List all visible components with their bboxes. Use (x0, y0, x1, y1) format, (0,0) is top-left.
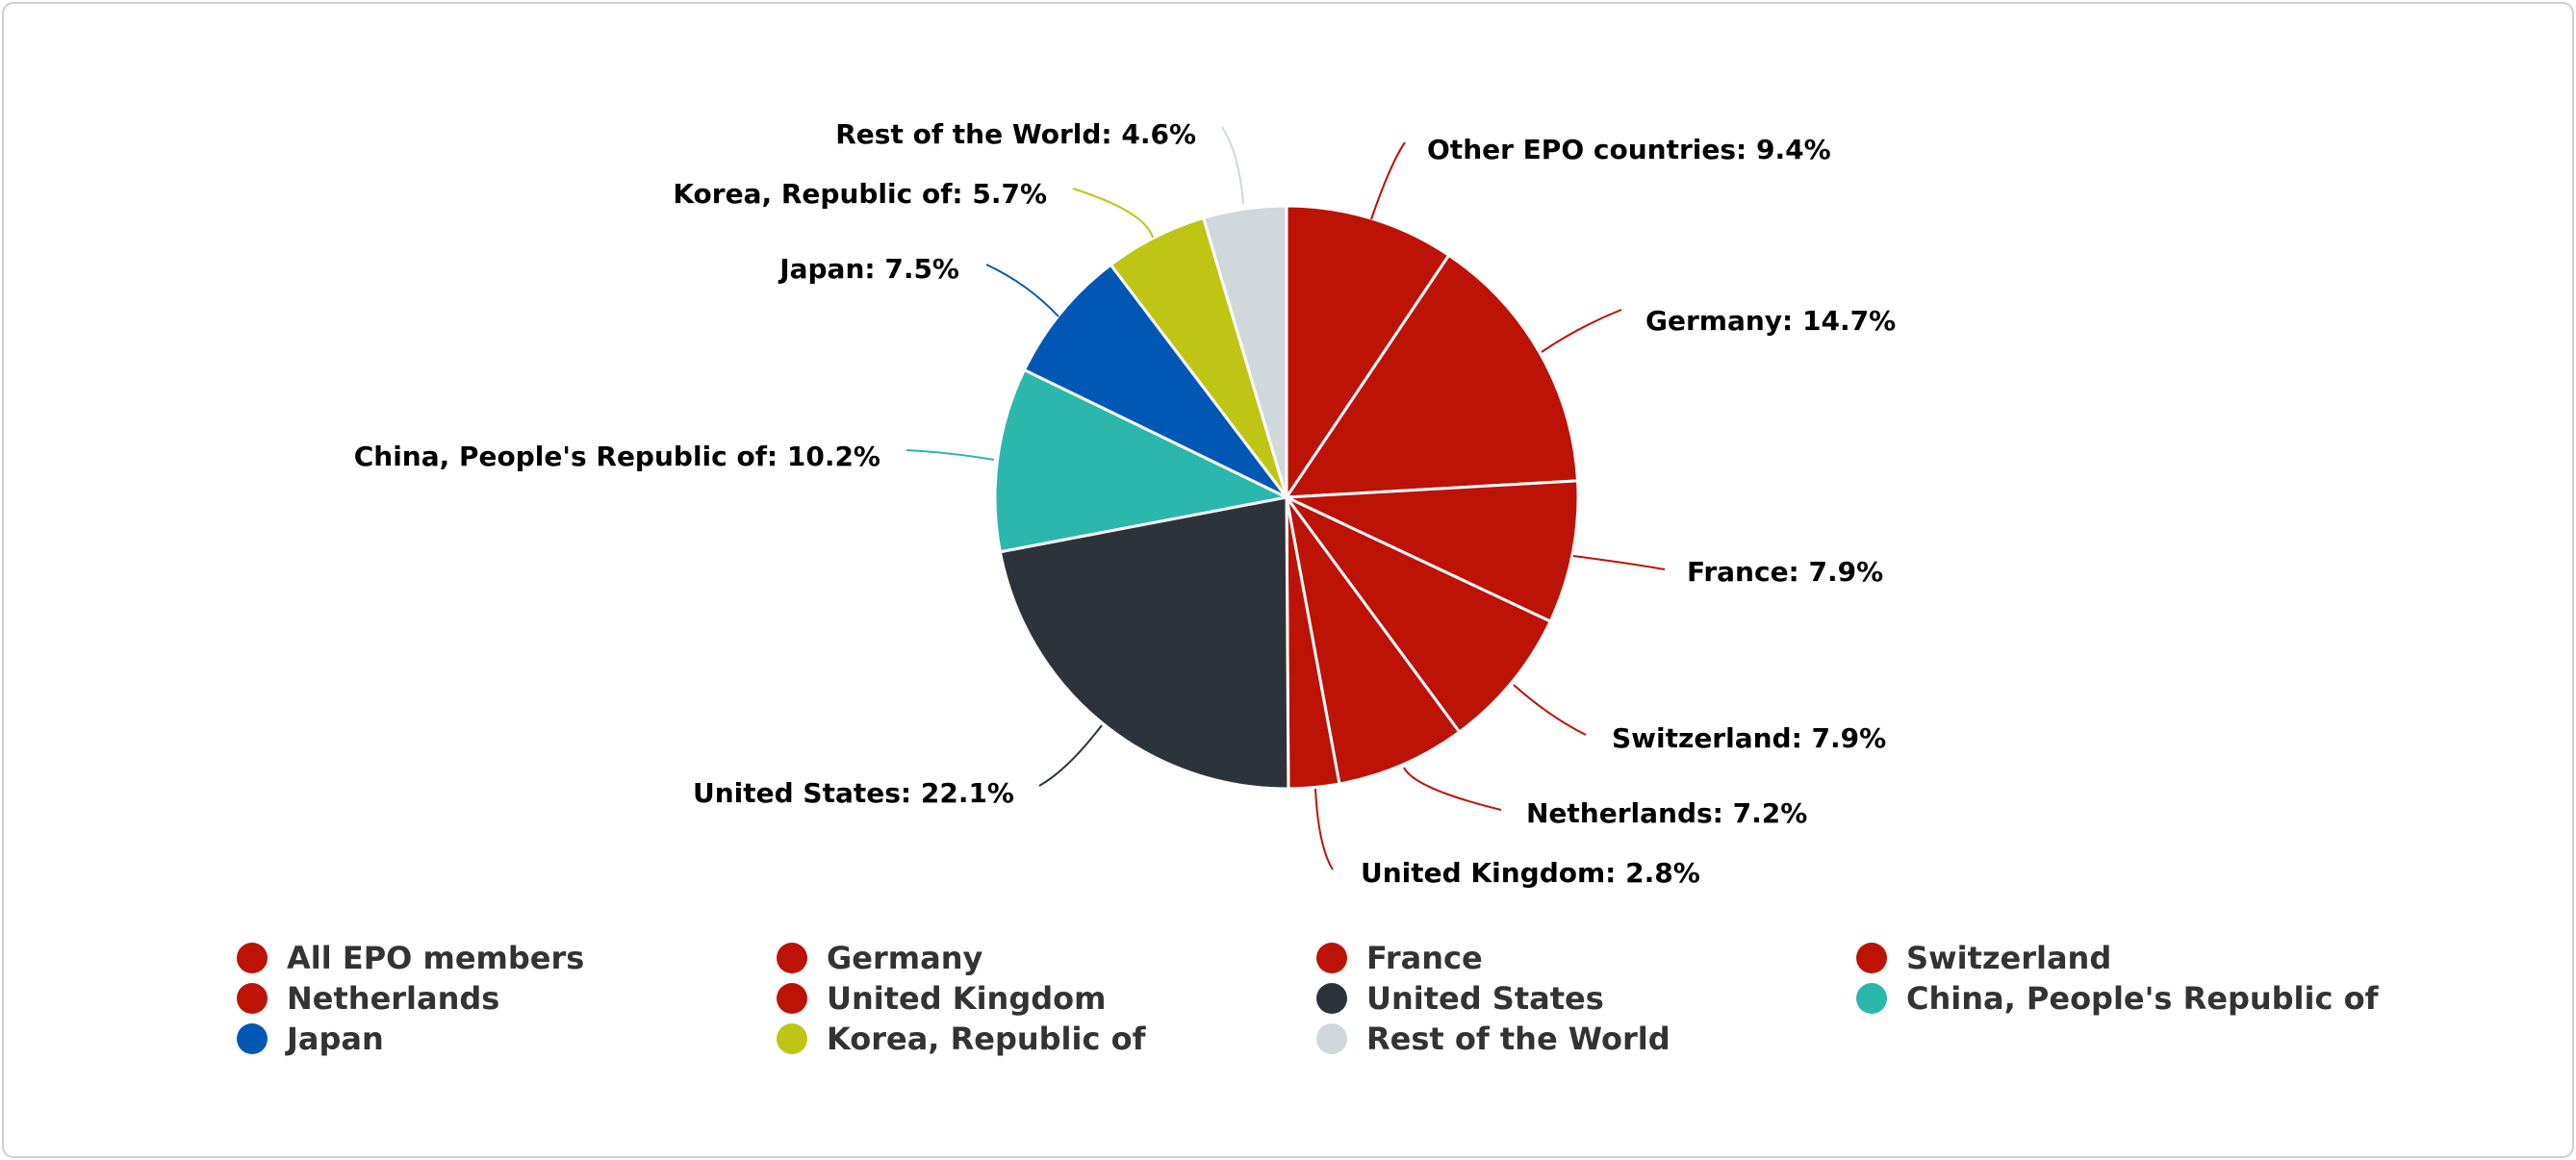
legend-marker-icon (1316, 983, 1347, 1014)
legend-label: Netherlands (287, 980, 499, 1017)
legend-marker-icon (1856, 983, 1887, 1014)
legend-item-united-kingdom[interactable]: United Kingdom (777, 981, 1316, 1016)
connector-line (906, 450, 994, 460)
legend-marker-icon (237, 1023, 268, 1054)
pie-slices (995, 206, 1578, 789)
legend-marker-icon (1316, 943, 1347, 973)
legend-marker-icon (777, 943, 807, 973)
legend-label: Rest of the World (1366, 1021, 1671, 1057)
connector-line (1514, 685, 1586, 735)
legend-marker-icon (1856, 943, 1887, 973)
legend-marker-icon (237, 983, 268, 1014)
legend-label: France (1366, 940, 1483, 976)
connector-line (1315, 789, 1333, 870)
data-label: United States: 22.1% (693, 777, 1014, 809)
legend-item-all-epo-members[interactable]: All EPO members (237, 941, 777, 975)
connector-line (1073, 189, 1153, 238)
connector-line (1371, 142, 1405, 219)
legend-label: Switzerland (1906, 940, 2111, 976)
connector-line (1222, 127, 1243, 204)
legend-item-rest-of-the-world[interactable]: Rest of the World (1316, 1021, 1856, 1056)
data-label: United Kingdom: 2.8% (1361, 857, 1700, 889)
legend: All EPO members Germany France Switzerland N… (237, 941, 2450, 1056)
legend-item-france[interactable]: France (1316, 941, 1856, 975)
connector-line (1573, 556, 1665, 569)
legend-label: China, People's Republic of (1906, 980, 2379, 1017)
data-label: France: 7.9% (1687, 556, 1883, 588)
data-label: Other EPO countries: 9.4% (1427, 134, 1831, 165)
connector-line (1039, 725, 1102, 786)
legend-label: Korea, Republic of (827, 1021, 1145, 1057)
legend-marker-icon (1316, 1023, 1347, 1054)
legend-item-switzerland[interactable]: Switzerland (1856, 941, 2434, 975)
connector-line (1404, 768, 1501, 810)
legend-item-china-people-s-republic-of[interactable]: China, People's Republic of (1856, 981, 2434, 1016)
data-label: Japan: 7.5% (778, 253, 959, 285)
data-label: Netherlands: 7.2% (1526, 797, 1807, 829)
legend-marker-icon (777, 983, 807, 1014)
legend-label: Japan (287, 1021, 384, 1057)
legend-marker-icon (237, 943, 268, 973)
data-label: China, People's Republic of: 10.2% (354, 441, 880, 472)
legend-label: United Kingdom (827, 980, 1106, 1017)
data-label: Rest of the World: 4.6% (835, 118, 1196, 150)
legend-label: Germany (827, 940, 982, 976)
legend-label: United States (1366, 980, 1604, 1017)
connector-line (1542, 310, 1621, 352)
legend-item-germany[interactable]: Germany (777, 941, 1316, 975)
data-label: Germany: 14.7% (1645, 305, 1896, 337)
legend-label: All EPO members (287, 940, 584, 976)
legend-item-japan[interactable]: Japan (237, 1021, 777, 1056)
connector-line (986, 265, 1058, 316)
legend-marker-icon (777, 1023, 807, 1054)
data-label: Korea, Republic of: 5.7% (673, 178, 1047, 210)
legend-item-united-states[interactable]: United States (1316, 981, 1856, 1016)
legend-item-korea-republic-of[interactable]: Korea, Republic of (777, 1021, 1316, 1056)
legend-item-netherlands[interactable]: Netherlands (237, 981, 777, 1016)
data-label: Switzerland: 7.9% (1612, 722, 1886, 754)
